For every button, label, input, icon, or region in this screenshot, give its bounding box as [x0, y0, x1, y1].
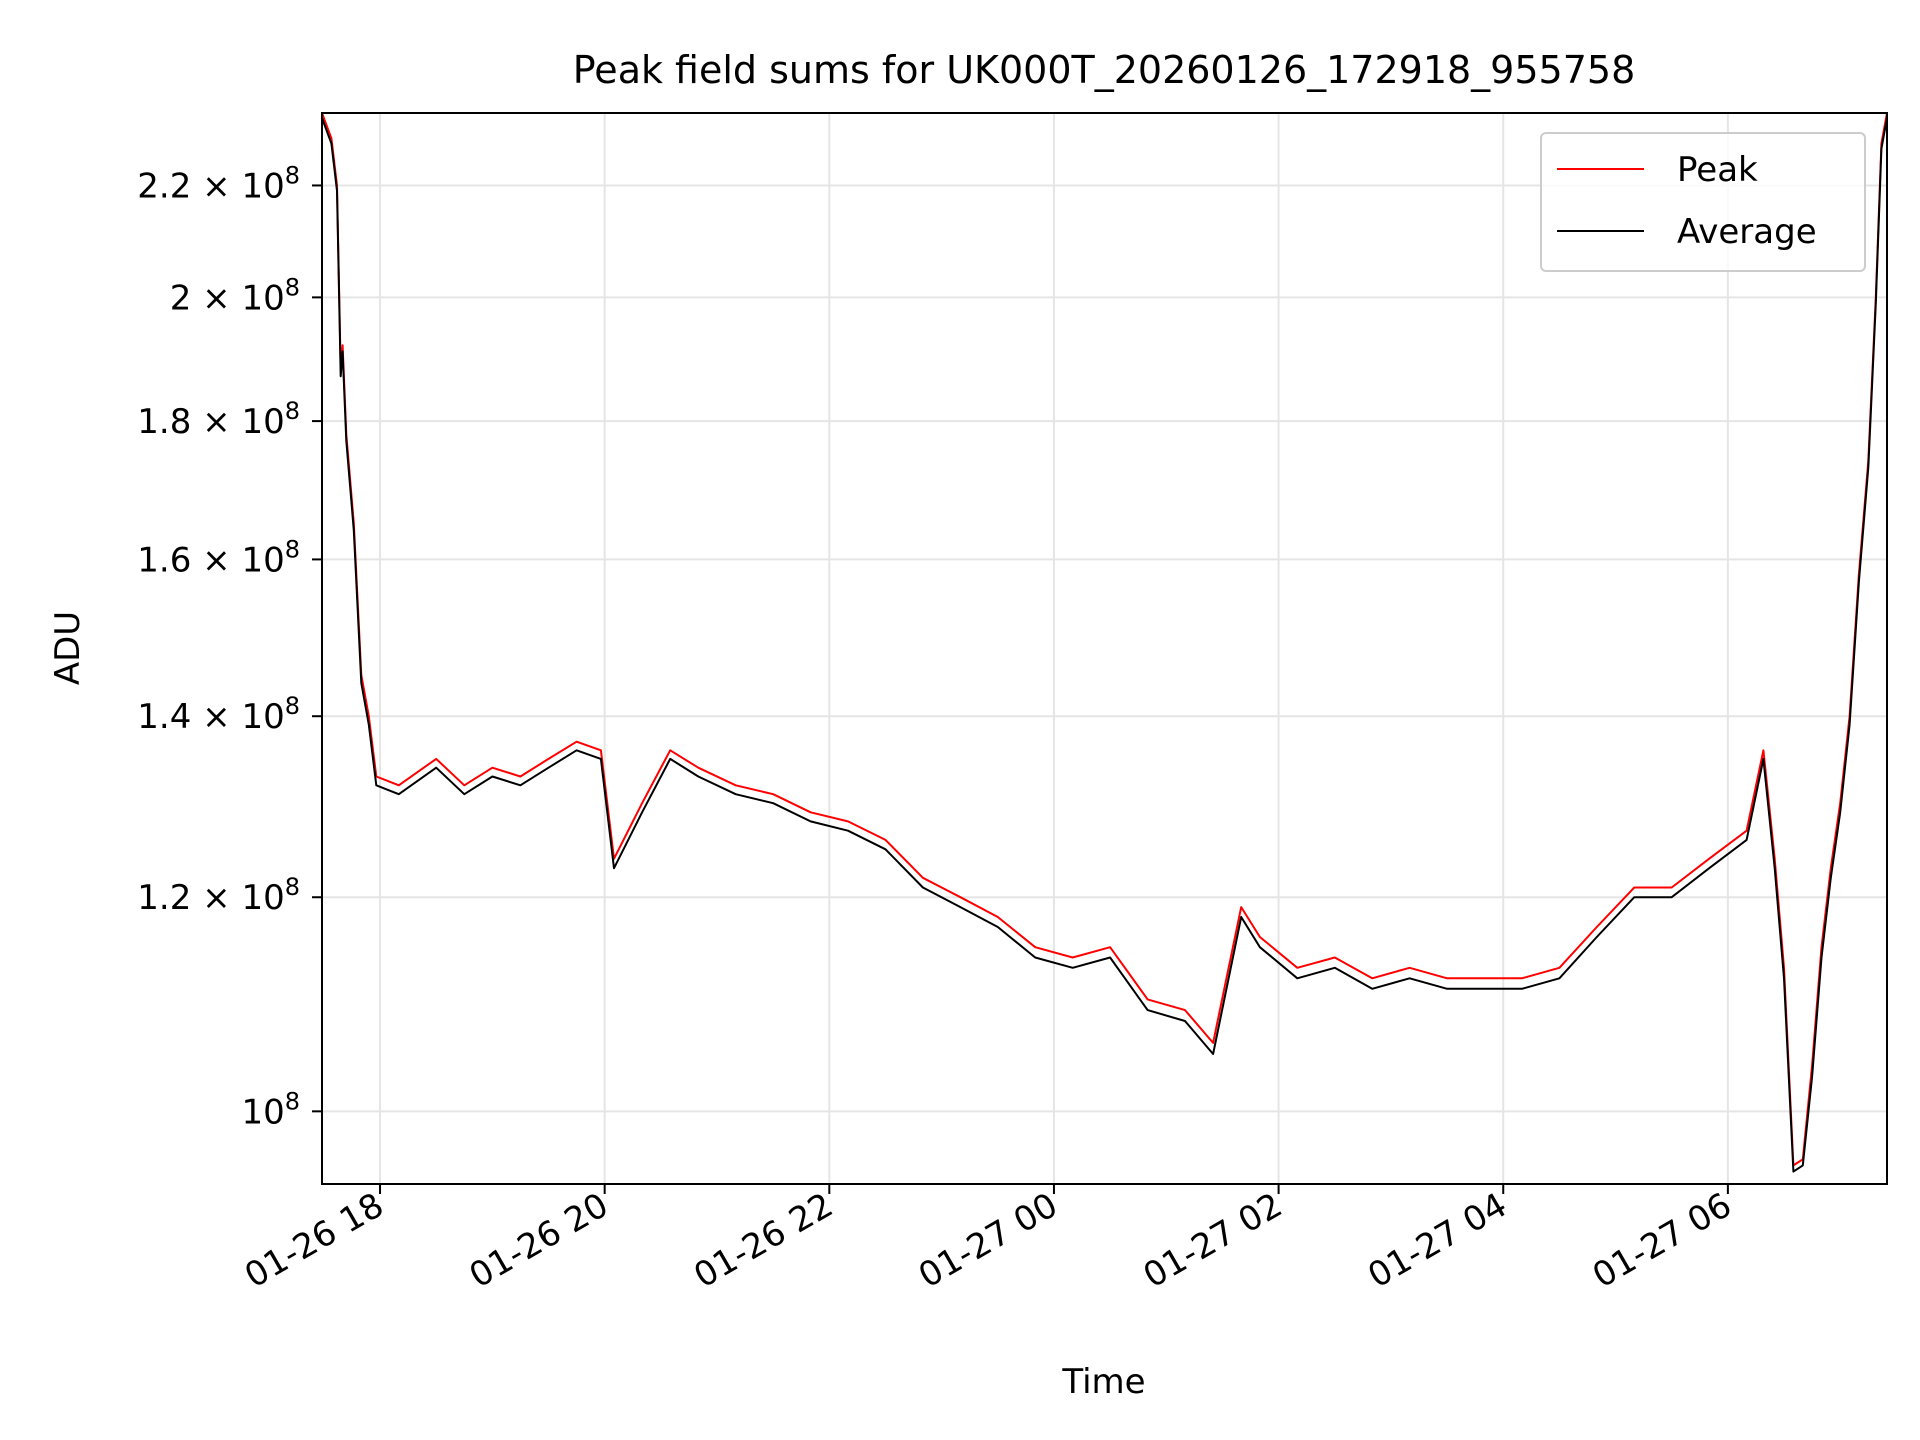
y-tick-label: 2.2 × 108 [137, 161, 300, 206]
legend: Peak Average [1540, 132, 1866, 272]
grid-lines [322, 113, 1887, 1184]
legend-box [1540, 132, 1866, 272]
x-axis-label: Time [1061, 1362, 1145, 1402]
y-tick-label: 1.6 × 108 [137, 535, 300, 580]
legend-label-peak: Peak [1677, 150, 1758, 190]
series-lines [321, 112, 1888, 1173]
y-tick-label: 1.8 × 108 [137, 397, 300, 442]
plot-frame [321, 112, 1888, 1185]
y-axis-label: ADU [48, 611, 88, 685]
series-line-average [321, 117, 1888, 1173]
chart-title: Peak field sums for UK000T_20260126_1729… [573, 48, 1636, 92]
series-line-peak [321, 112, 1888, 1167]
y-tick-label: 1.2 × 108 [137, 873, 300, 918]
y-tick-label: 2 × 108 [170, 273, 300, 318]
legend-label-average: Average [1677, 212, 1817, 252]
y-tick-label: 1.4 × 108 [137, 692, 300, 737]
